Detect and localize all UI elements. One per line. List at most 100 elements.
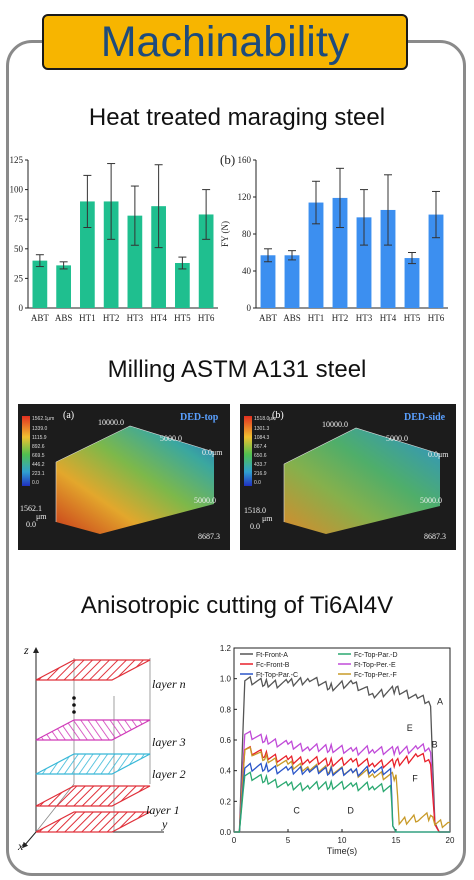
x-tick-label: 20 — [446, 836, 455, 845]
tag-ded-side: DED-side — [404, 412, 446, 423]
bar — [332, 197, 348, 308]
x-axis-label: Time(s) — [327, 846, 357, 856]
y-tick-label: 1.0 — [220, 675, 232, 684]
x-tick-label: HT1 — [308, 313, 325, 323]
z-label: μm — [36, 512, 47, 521]
dim-label: 5000.0 — [194, 496, 216, 505]
dim-label: 0.0μm — [428, 450, 449, 459]
axis-y-label: y — [161, 817, 168, 831]
bar — [32, 260, 48, 308]
force-time-chart: 0.0 0.2 0.4 0.6 0.8 1.0 1.2 0 5 10 15 20 Time(s) Ft-F… — [220, 644, 455, 856]
colorbar-tick: 446.2 — [32, 462, 45, 468]
y-tick-label: 0.4 — [220, 767, 232, 776]
colorbar-tick: 433.7 — [254, 462, 267, 468]
surface-map-ded-top: (a) DED-top 10000.0 5000.0 0.0μm 5000.0 … — [18, 404, 230, 550]
panel-label: (b) — [220, 152, 235, 167]
colorbar-tick: 1339.0 — [32, 426, 48, 432]
axis-x-label: x — [17, 839, 24, 853]
bar — [103, 201, 119, 308]
colorbar-tick: 1562.1μm — [32, 416, 55, 422]
colorbar-tick: 0.0 — [254, 480, 261, 486]
y-tick-label: 0.8 — [220, 705, 232, 714]
dim-label: 5000.0 — [420, 496, 442, 505]
section-heading-milling: Milling ASTM A131 steel — [107, 356, 367, 383]
curve-annotation: C — [293, 806, 300, 816]
x-tick-label: ABS — [283, 313, 301, 323]
series-line — [234, 745, 450, 833]
y-tick-label: 50 — [14, 244, 24, 254]
y-tick-label: 0.2 — [220, 797, 232, 806]
legend-label: Fc-Top-Per.-F — [354, 672, 397, 679]
y-tick-label: 0 — [247, 303, 252, 313]
x-tick-label: HT1 — [79, 313, 96, 323]
bar — [308, 202, 324, 308]
bar — [56, 265, 71, 308]
colorbar-tick: 867.4 — [254, 444, 267, 450]
page-title: Machinability — [42, 14, 408, 70]
layer-n-label: layer n — [152, 677, 186, 691]
legend-label: Fc-Front-B — [256, 662, 290, 669]
dim-label: 5000.0 — [386, 434, 408, 443]
bar — [284, 255, 300, 308]
x-tick-label: HT2 — [332, 313, 349, 323]
bar — [151, 206, 166, 308]
x-tick-label: HT5 — [404, 313, 421, 323]
x-tick-label: HT4 — [150, 313, 167, 323]
tag-ded-top: DED-top — [180, 412, 219, 423]
colorbar-tick: 223.1 — [32, 471, 45, 477]
dim-label: 10000.0 — [322, 420, 348, 429]
x-tick-label: 10 — [338, 836, 347, 845]
x-tick-label: HT3 — [127, 313, 144, 323]
layer-3-label: layer 3 — [152, 735, 186, 749]
z-label: 1518.0 — [244, 506, 266, 515]
axis-z-label: z — [23, 643, 29, 657]
bar — [198, 214, 214, 308]
panel-label-b: (b) — [272, 410, 284, 421]
z-label: μm — [262, 514, 273, 523]
bar — [260, 255, 276, 308]
y-tick-label: 0.0 — [220, 828, 232, 837]
layer-1-label: layer 1 — [146, 803, 180, 817]
y-tick-label: 1.2 — [220, 644, 232, 653]
bar-chart-maraging-a: 0 25 50 75 100 125 ABT ABS HT1 HT2 HT3 HT4 HT5 HT6 — [10, 155, 218, 323]
colorbar-tick: 650.6 — [254, 453, 267, 459]
bar — [80, 201, 95, 308]
x-tick-label: HT6 — [198, 313, 215, 323]
layer-2-label: layer 2 — [152, 767, 186, 781]
bar-chart-maraging-b: 0 40 80 120 160 ABT ABS HT1 HT2 HT3 HT4 HT5 HT6 FY (N… — [220, 152, 448, 323]
colorbar-tick: 0.0 — [32, 480, 39, 486]
series-line — [234, 771, 450, 833]
x-tick-label: ABS — [55, 313, 73, 323]
y-tick-label: 160 — [238, 155, 252, 165]
z-label: 1562.1 — [20, 504, 42, 513]
layer-stack-diagram: layer n layer 3 layer 2 layer 1 z y x — [17, 643, 186, 853]
section-heading-maraging: Heat treated maraging steel — [88, 104, 386, 131]
colorbar-tick: 216.9 — [254, 471, 267, 477]
bar — [356, 217, 372, 308]
legend-label: Ft-Front-A — [256, 652, 288, 659]
legend-label: Ft-Top-Per.-E — [354, 662, 396, 669]
colorbar-tick: 1301.3 — [254, 426, 270, 432]
x-tick-label: HT2 — [103, 313, 120, 323]
y-tick-label: 0 — [19, 303, 24, 313]
y-tick-label: 125 — [10, 155, 24, 165]
colorbar-tick: 892.6 — [32, 444, 45, 450]
x-tick-label: 0 — [232, 836, 237, 845]
bar — [404, 258, 420, 308]
section-heading-ti6al4v: Anisotropic cutting of Ti6Al4V — [80, 592, 394, 619]
x-tick-label: HT5 — [174, 313, 191, 323]
curve-annotation: F — [412, 773, 418, 783]
x-tick-label: HT4 — [380, 313, 397, 323]
y-tick-label: 75 — [14, 214, 24, 224]
surface-plot — [56, 426, 214, 534]
dim-label: 5000.0 — [160, 434, 182, 443]
z-label: 0.0 — [250, 522, 260, 531]
dim-label: 0.0μm — [202, 448, 223, 457]
curve-annotation: E — [407, 723, 413, 733]
panel-label-a: (a) — [63, 410, 75, 421]
x-tick-label: HT3 — [356, 313, 373, 323]
bar — [175, 263, 190, 308]
dim-label: 10000.0 — [98, 418, 124, 427]
series-line — [234, 746, 451, 833]
dim-label: 8687.3 — [424, 532, 446, 541]
